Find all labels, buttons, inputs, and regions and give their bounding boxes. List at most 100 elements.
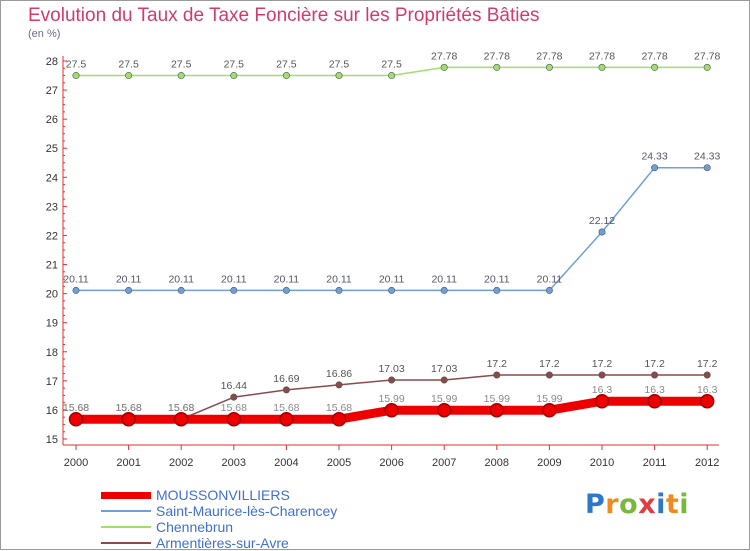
data-label: 20.11	[168, 273, 194, 285]
data-label: 17.2	[592, 358, 613, 370]
data-point	[230, 286, 238, 294]
data-label: 27.5	[276, 59, 297, 71]
y-tick-label: 21	[46, 260, 58, 272]
data-point	[545, 371, 553, 379]
data-point	[388, 286, 396, 294]
data-point	[493, 286, 501, 294]
data-point	[388, 72, 396, 80]
data-point	[545, 63, 553, 71]
legend-label: Chennebrun	[156, 519, 234, 535]
data-point	[440, 63, 448, 71]
data-label: 15.68	[168, 402, 194, 414]
data-label: 27.78	[589, 50, 615, 62]
data-point	[542, 402, 557, 418]
y-tick-label: 28	[46, 56, 58, 68]
chart-title: Evolution du Taux de Taxe Foncière sur l…	[28, 5, 540, 26]
y-tick-label: 22	[46, 230, 58, 242]
data-label: 27.5	[66, 59, 87, 71]
data-point	[335, 286, 343, 294]
data-label: 24.33	[694, 151, 720, 163]
y-tick-label: 18	[46, 347, 58, 359]
data-label: 15.99	[536, 393, 562, 405]
data-label: 20.11	[63, 273, 89, 285]
y-tick-label: 15	[46, 434, 58, 446]
data-label: 17.2	[539, 358, 560, 370]
data-point	[125, 286, 133, 294]
data-point	[647, 393, 662, 409]
data-label: 27.5	[329, 59, 350, 71]
data-label: 27.5	[381, 59, 402, 71]
data-label: 20.11	[274, 273, 300, 285]
data-label: 27.78	[536, 50, 562, 62]
data-point	[598, 228, 606, 236]
data-label: 20.11	[484, 273, 510, 285]
data-label: 15.68	[221, 402, 247, 414]
data-label: 17.03	[378, 363, 404, 375]
data-label: 15.68	[168, 402, 194, 414]
data-point	[598, 371, 606, 379]
data-label: 15.99	[431, 393, 457, 405]
data-label: 15.68	[63, 402, 89, 414]
data-label: 20.11	[537, 273, 563, 285]
logo-letter: t	[665, 489, 680, 520]
data-label: 27.78	[641, 50, 667, 62]
logo-letter: x	[638, 489, 657, 520]
data-point	[699, 393, 715, 409]
data-point	[230, 393, 238, 401]
logo-letter: o	[619, 489, 639, 520]
logo-letter: r	[605, 489, 620, 520]
data-point	[335, 72, 343, 80]
y-tick-label: 27	[46, 85, 58, 97]
data-label: 17.2	[644, 358, 665, 370]
data-point	[335, 381, 343, 389]
legend-label: Armentières-sur-Avre	[156, 535, 289, 551]
x-tick-label: 2006	[379, 457, 403, 469]
unit-label: (en %)	[28, 28, 61, 40]
data-point	[651, 164, 659, 172]
data-point	[493, 63, 501, 71]
data-point	[68, 411, 84, 427]
x-tick-label: 2012	[695, 457, 719, 469]
x-tick-label: 2000	[64, 457, 88, 469]
data-label: 17.2	[697, 358, 718, 370]
data-label: 15.68	[326, 402, 352, 414]
data-point	[440, 376, 448, 384]
legend-label: MOUSSONVILLIERS	[156, 487, 290, 503]
data-label: 20.11	[326, 273, 352, 285]
data-label: 16.3	[697, 384, 718, 396]
data-point	[545, 286, 553, 294]
data-label: 27.5	[118, 59, 139, 71]
data-label: 15.68	[273, 402, 299, 414]
logo-letter: P	[585, 489, 606, 520]
data-point	[125, 72, 133, 80]
data-label: 16.86	[326, 368, 352, 380]
y-tick-label: 24	[46, 172, 58, 184]
y-tick-label: 19	[46, 318, 58, 330]
data-label: 15.68	[63, 402, 89, 414]
data-point	[594, 393, 610, 409]
data-point	[177, 286, 185, 294]
data-label: 15.68	[115, 402, 141, 414]
data-label: 27.78	[484, 50, 510, 62]
x-tick-label: 2010	[590, 457, 614, 469]
legend-swatch	[101, 542, 151, 544]
data-label: 16.69	[273, 373, 299, 385]
data-point	[493, 371, 501, 379]
data-point	[72, 72, 80, 80]
data-point	[440, 286, 448, 294]
data-label: 17.03	[431, 363, 457, 375]
series-line-saint-maurice-lès-charencey	[75, 166, 708, 292]
data-label: 16.3	[592, 384, 613, 396]
data-point	[651, 63, 659, 71]
data-point	[72, 286, 80, 294]
data-point	[436, 402, 452, 418]
y-tick-label: 25	[46, 143, 58, 155]
data-label: 20.11	[116, 273, 142, 285]
data-point	[331, 411, 347, 427]
data-label: 20.11	[379, 273, 405, 285]
data-label: 27.78	[431, 50, 457, 62]
data-label: 22.12	[589, 215, 615, 227]
y-tick-label: 26	[46, 114, 58, 126]
data-point	[388, 376, 396, 384]
